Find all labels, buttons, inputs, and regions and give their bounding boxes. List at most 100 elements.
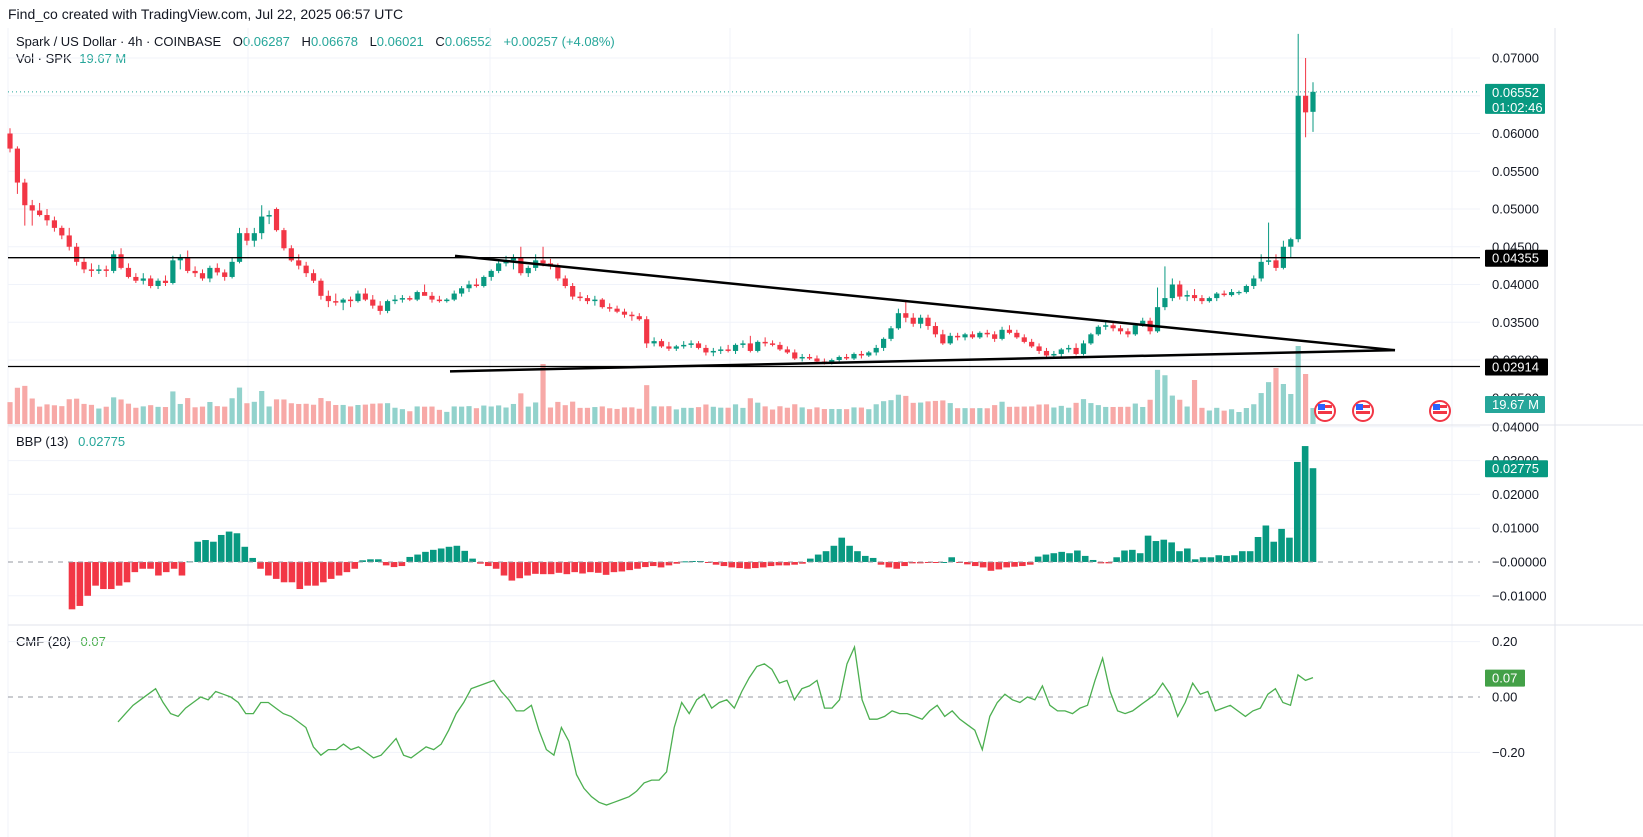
volume-bar <box>377 403 383 424</box>
volume-bar <box>281 399 287 424</box>
bbp-bar <box>1089 559 1097 562</box>
candle-up <box>1080 343 1087 354</box>
volume-bar <box>7 402 13 424</box>
bbp-bar <box>555 562 563 573</box>
volume-bar <box>621 407 628 424</box>
bbp-bar <box>563 562 571 575</box>
volume-bar <box>525 406 531 424</box>
candle-up <box>881 338 887 348</box>
candle-up <box>673 346 679 349</box>
candle-up <box>266 215 272 217</box>
candle-down <box>577 296 583 299</box>
economic-event-markers[interactable] <box>1314 400 1451 422</box>
candle-down <box>1073 347 1079 354</box>
candle-down <box>29 205 35 211</box>
volume-bar <box>1110 406 1116 424</box>
volume-bar <box>251 401 257 424</box>
bbp-bar <box>351 562 359 569</box>
bbp-bar <box>1168 542 1175 562</box>
bbp-bar <box>1215 555 1223 562</box>
resistance-price-tag: 0.04355 <box>1485 249 1548 267</box>
volume-bar <box>1132 403 1138 424</box>
volume-bar <box>451 406 457 424</box>
volume-bar <box>607 408 613 424</box>
svg-text:19.67 M: 19.67 M <box>1492 397 1539 412</box>
open-label: O <box>232 34 243 49</box>
volume-bar <box>570 401 576 424</box>
bbp-bar <box>767 562 775 567</box>
candle-down <box>214 267 220 273</box>
volume-bar <box>185 398 191 424</box>
candle-up <box>481 276 487 287</box>
volume-bar <box>1073 402 1079 424</box>
volume-bar <box>555 401 561 424</box>
svg-text:0.02775: 0.02775 <box>1492 461 1539 476</box>
candlesticks[interactable] <box>7 33 1480 365</box>
volume-bar <box>1288 394 1294 424</box>
us-flag-event-icon[interactable] <box>1314 400 1336 422</box>
volume-bar <box>1103 406 1109 424</box>
candle-up <box>999 329 1005 339</box>
bbp-axis[interactable]: 0.040000.030000.020000.01000−0.00000−0.0… <box>1492 419 1547 603</box>
trendline-drawings[interactable] <box>8 254 1480 373</box>
us-flag-event-icon[interactable] <box>1352 400 1374 422</box>
volume-bar <box>1310 408 1316 424</box>
candle-down <box>695 343 702 348</box>
volume-bar <box>222 406 228 424</box>
candle-down <box>281 230 287 249</box>
candle-up <box>1132 325 1138 335</box>
volume-bar <box>318 398 324 424</box>
candle-down <box>784 349 790 353</box>
bbp-bar <box>461 550 469 562</box>
candle-down <box>599 299 605 308</box>
candle-down <box>1177 284 1183 297</box>
bbp-bar <box>390 562 398 568</box>
candle-up <box>392 299 398 302</box>
candle-down <box>1036 346 1042 351</box>
bbp-bar <box>579 562 586 574</box>
bbp-bar <box>673 562 681 564</box>
candle-up <box>1310 91 1316 112</box>
cmf-axis[interactable]: 0.20 0.00 −0.20 <box>1492 634 1525 760</box>
candle-down <box>296 260 302 266</box>
candle-up <box>1214 293 1220 299</box>
volume-bar <box>806 409 813 424</box>
candle-up <box>755 341 761 351</box>
candle-down <box>1199 298 1205 302</box>
candle-up <box>688 343 694 345</box>
bbp-bar <box>1129 549 1136 562</box>
symbol-legend[interactable]: Spark / US Dollar · 4h · COINBASE O0.062… <box>16 34 615 49</box>
volume-bar <box>392 407 398 424</box>
bbp-bar <box>241 546 249 562</box>
pane-dividers <box>8 28 1643 837</box>
candle-up <box>888 328 894 339</box>
bbp-bar <box>814 554 822 562</box>
volume-bar <box>1228 409 1235 424</box>
bbp-bar <box>869 557 877 562</box>
volume-bar <box>1199 407 1205 424</box>
volume-bar <box>1214 407 1220 424</box>
volume-bar <box>496 405 502 424</box>
cmf-current-tag: 0.07 <box>1485 669 1525 687</box>
candle-up <box>651 341 657 344</box>
bbp-bar <box>995 562 1003 570</box>
volume-bar <box>762 406 768 424</box>
bbp-bar <box>861 555 869 562</box>
candle-down <box>14 148 20 183</box>
volume-bar <box>192 407 198 424</box>
us-flag-event-icon[interactable] <box>1429 400 1451 422</box>
bbp-bar <box>1293 461 1301 562</box>
bbp-bar <box>1136 553 1144 562</box>
bbp-legend[interactable]: BBP (13) 0.02775 <box>16 434 125 449</box>
bbp-bar <box>1019 562 1026 567</box>
candle-down <box>44 215 50 221</box>
bbp-bar <box>681 561 688 563</box>
candle-up <box>1288 239 1294 247</box>
bbp-bar <box>752 562 759 569</box>
volume-bar <box>1058 405 1064 424</box>
candle-down <box>1125 331 1131 335</box>
volume-bar <box>540 364 546 424</box>
volume-bar <box>703 404 709 424</box>
candle-down <box>118 254 124 268</box>
